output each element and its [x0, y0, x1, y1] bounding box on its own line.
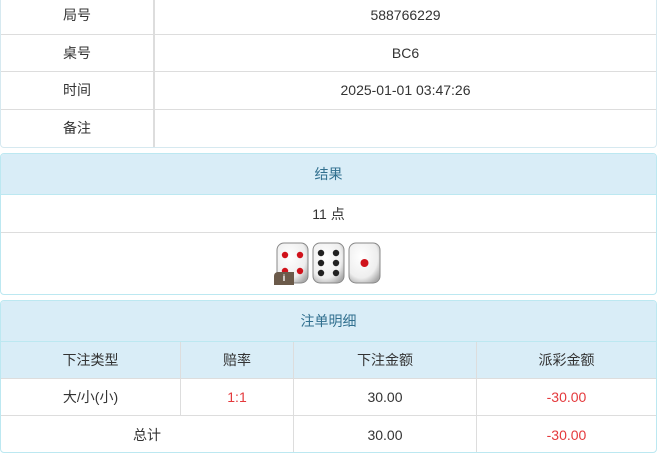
round-number: 588766229	[370, 7, 441, 24]
result-points: 11 点	[1, 195, 656, 233]
col-header: 派彩金额	[538, 352, 595, 368]
die-icon	[312, 242, 345, 284]
col-header: 下注金额	[294, 342, 477, 378]
pip	[360, 259, 369, 267]
total-amount: 30.00	[294, 416, 477, 452]
payout: -30.00	[546, 389, 587, 405]
table-row: 大/小(小) 1:1 30.00 -30.00	[1, 379, 656, 416]
pip	[332, 249, 340, 257]
pip	[296, 251, 304, 259]
col-header: 下注类型	[1, 342, 181, 378]
pip	[332, 259, 340, 267]
col-header: 赔率	[181, 342, 294, 378]
die-icon	[348, 242, 381, 284]
bet-type: 大/小(小)	[1, 379, 181, 415]
round-info-table: 局号 588766229 桌号 BC6 时间 2025-01-01 03:47:26 …	[0, 0, 657, 148]
label: 备注	[1, 109, 155, 147]
total-label: 总计	[1, 416, 294, 452]
pip	[281, 251, 289, 259]
info-row-time: 时间 2025-01-01 03:47:26	[1, 72, 656, 110]
label: 局号	[1, 0, 155, 34]
time-value: 2025-01-01 03:47:26	[340, 82, 471, 99]
pip	[317, 269, 325, 277]
bet-details-title: 注单明细	[1, 301, 656, 342]
info-row-remark: 备注	[1, 109, 656, 148]
odds: 1:1	[181, 379, 294, 415]
label: 桌号	[1, 34, 155, 71]
pip	[296, 267, 304, 275]
result-title: 结果	[1, 154, 656, 195]
info-badge-icon[interactable]: i	[274, 272, 294, 285]
info-row-table: 桌号 BC6	[1, 34, 656, 72]
pip	[332, 269, 340, 277]
label: 时间	[1, 72, 155, 109]
result-panel: 结果 11 点 i	[0, 153, 657, 295]
pip	[317, 259, 325, 267]
bet-amount: 30.00	[294, 379, 477, 415]
total-payout: -30.00	[546, 426, 587, 443]
die-icon[interactable]: i	[274, 242, 309, 285]
info-row-round: 局号 588766229	[1, 0, 656, 35]
pip	[317, 249, 325, 257]
remark-value	[155, 110, 656, 148]
dice-row: i	[1, 233, 656, 293]
table-number: BC6	[391, 44, 420, 61]
table-header-row: 下注类型 赔率 下注金额 派彩金额	[1, 342, 656, 379]
bet-details-panel: 注单明细 下注类型 赔率 下注金额 派彩金额 大/小(小) 1:1 30.00 …	[0, 300, 657, 453]
total-row: 总计 30.00 -30.00	[1, 416, 656, 452]
